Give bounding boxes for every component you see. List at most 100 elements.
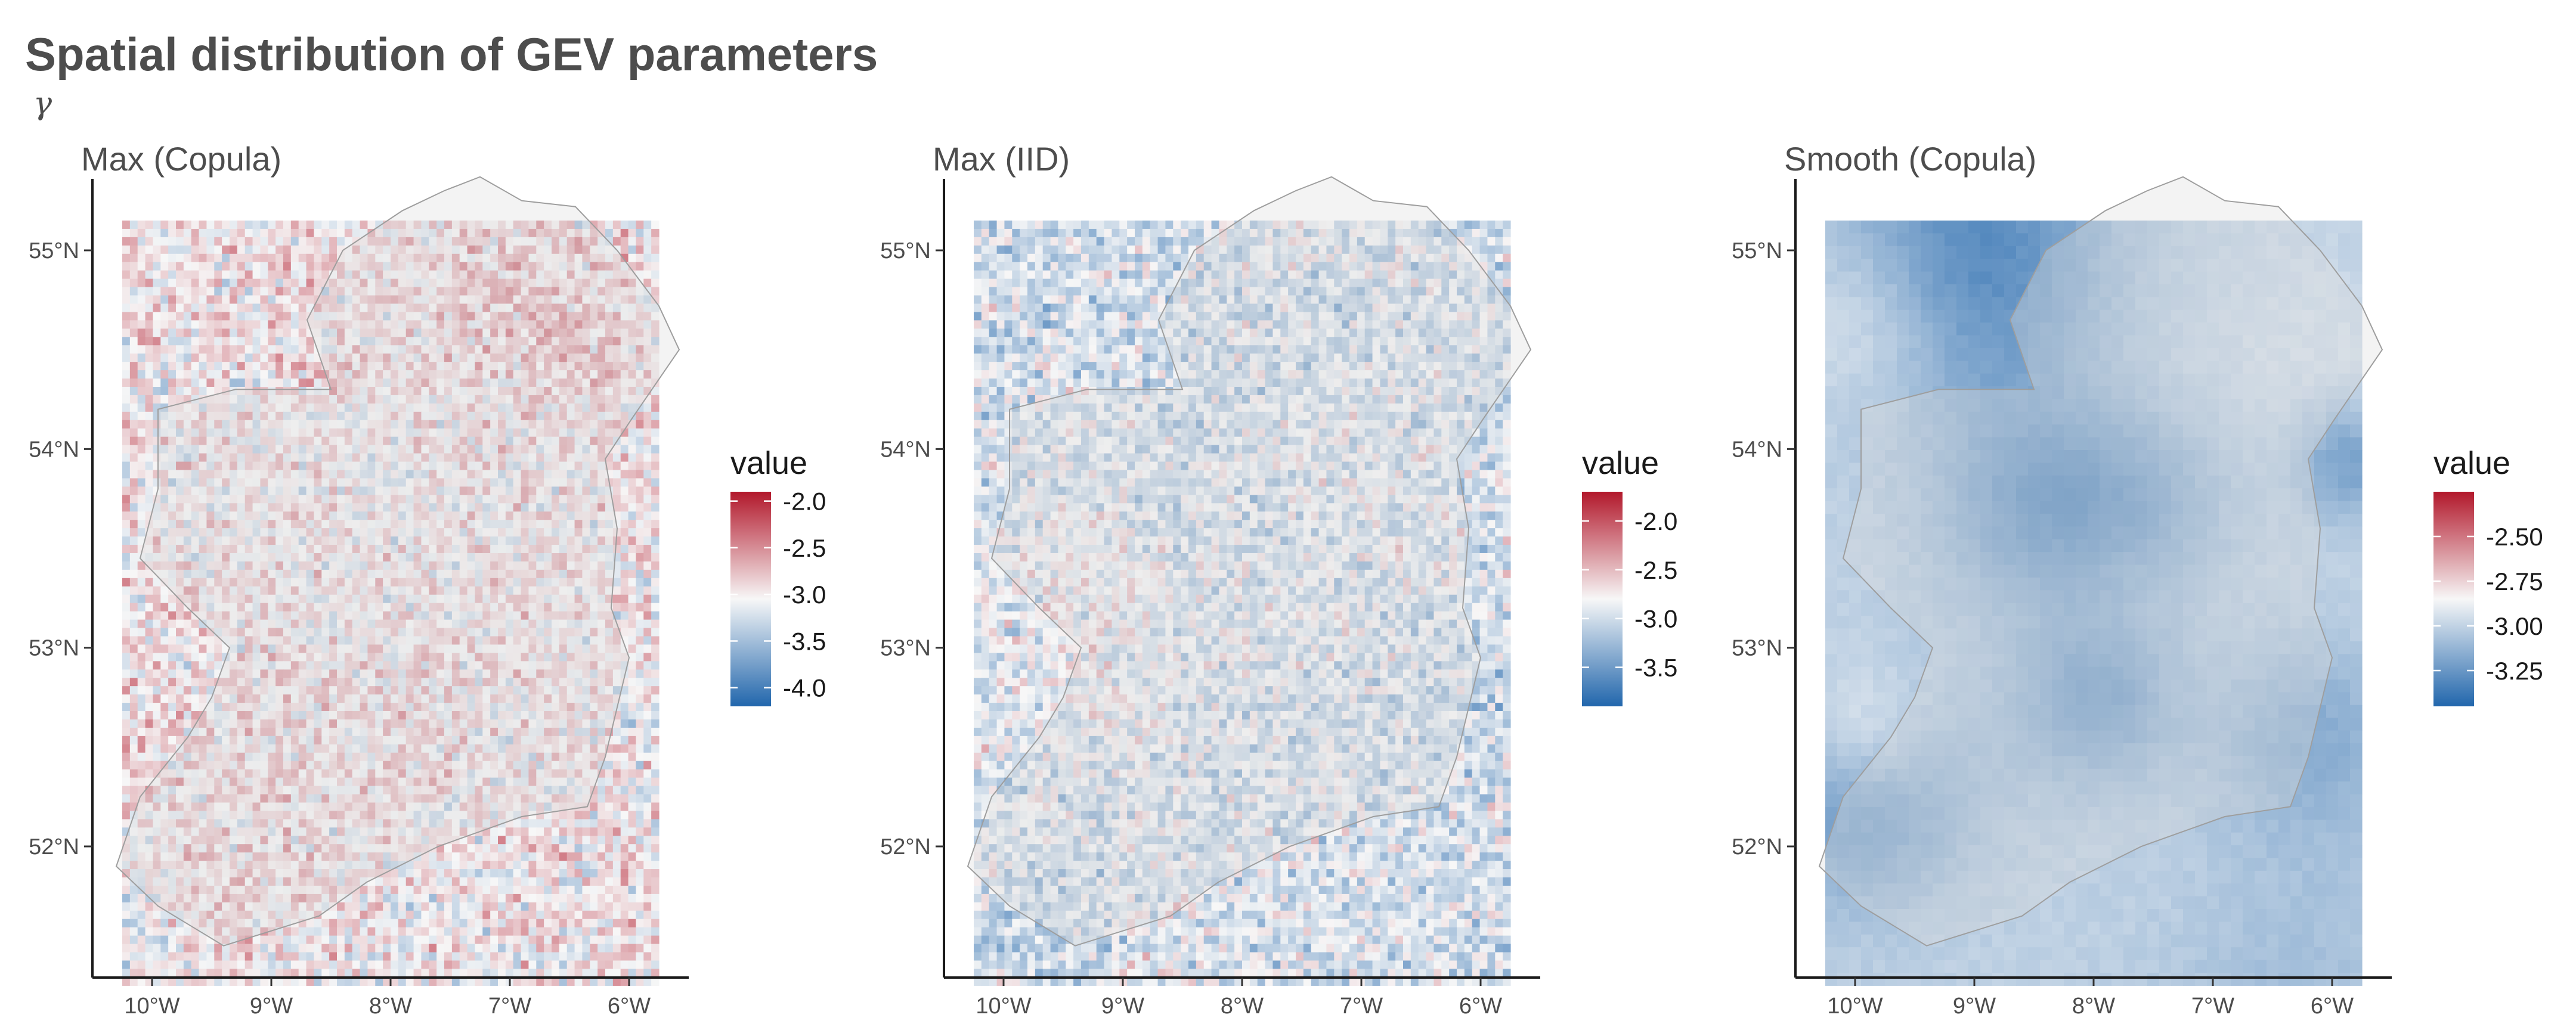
- heatmap-cell: [145, 478, 154, 487]
- heatmap-cell: [398, 278, 407, 288]
- heatmap-cell: [122, 420, 131, 429]
- heatmap-cell: [421, 312, 429, 321]
- heatmap-cell: [436, 295, 445, 305]
- heatmap-cell: [421, 345, 429, 354]
- heatmap-cell: [252, 228, 261, 238]
- heatmap-cell: [375, 345, 383, 354]
- heatmap-cell: [398, 221, 407, 229]
- heatmap-cell: [651, 420, 660, 429]
- heatmap-cell: [552, 345, 560, 354]
- heatmap-cell: [337, 328, 345, 337]
- heatmap-cell: [137, 644, 146, 653]
- heatmap-cell: [206, 253, 215, 263]
- heatmap-cell: [360, 337, 369, 346]
- heatmap-cell: [306, 353, 315, 362]
- heatmap-cell: [391, 295, 399, 305]
- heatmap-cell: [122, 536, 131, 545]
- heatmap-cell: [643, 303, 652, 313]
- heatmap-cell: [521, 270, 530, 280]
- heatmap-cell: [153, 761, 161, 770]
- heatmap-cell: [620, 561, 629, 570]
- heatmap-cell: [122, 661, 131, 670]
- heatmap-cell: [429, 345, 437, 354]
- heatmap-cell: [383, 278, 391, 288]
- heatmap-cell: [643, 661, 652, 670]
- heatmap-cell: [298, 228, 307, 238]
- heatmap-cell: [643, 578, 652, 587]
- heatmap-cell: [467, 262, 476, 271]
- heatmap-cell: [352, 262, 361, 271]
- heatmap-cell: [153, 669, 161, 678]
- heatmap-cell: [582, 245, 590, 255]
- heatmap-cell: [628, 661, 637, 670]
- heatmap-cell: [597, 337, 606, 346]
- heatmap-cell: [153, 312, 161, 321]
- heatmap-cell: [597, 270, 606, 280]
- heatmap-cell: [183, 278, 192, 288]
- heatmap-cell: [199, 661, 208, 670]
- heatmap-cell: [283, 345, 292, 354]
- heatmap-cell: [482, 237, 491, 246]
- heatmap-cell: [199, 245, 208, 255]
- heatmap-cell: [544, 303, 552, 313]
- heatmap-cell: [643, 569, 652, 579]
- heatmap-cell: [375, 228, 383, 238]
- heatmap-cell: [620, 337, 629, 346]
- heatmap-cell: [383, 337, 391, 346]
- heatmap-cell: [183, 370, 192, 379]
- heatmap-cell: [475, 337, 483, 346]
- heatmap-cell: [137, 636, 146, 646]
- heatmap-cell: [129, 287, 138, 296]
- heatmap-cell: [268, 287, 276, 296]
- heatmap-cell: [421, 221, 429, 229]
- heatmap-cell: [298, 353, 307, 362]
- heatmap-cell: [237, 320, 246, 329]
- heatmap-cell: [544, 221, 552, 229]
- heatmap-cell: [244, 287, 253, 296]
- heatmap-cell: [122, 478, 131, 487]
- heatmap-cell: [137, 453, 146, 463]
- heatmap-cell: [605, 221, 614, 229]
- heatmap-cell: [283, 370, 292, 379]
- heatmap-cell: [636, 445, 644, 454]
- heatmap-cell: [451, 228, 460, 238]
- heatmap-cell: [168, 669, 177, 678]
- heatmap-cell: [628, 328, 637, 337]
- heatmap-cell: [244, 303, 253, 313]
- heatmap-cell: [237, 337, 246, 346]
- heatmap-cell: [405, 353, 414, 362]
- heatmap-cell: [122, 345, 131, 354]
- heatmap-cell: [252, 245, 261, 255]
- heatmap-cell: [636, 520, 644, 529]
- heatmap-cell: [122, 411, 131, 421]
- heatmap-cell: [451, 295, 460, 305]
- heatmap-cell: [620, 245, 629, 255]
- heatmap-cell: [122, 353, 131, 362]
- heatmap-cell: [153, 603, 161, 612]
- heatmap-cell: [298, 253, 307, 263]
- heatmap-cell: [391, 287, 399, 296]
- heatmap-cell: [244, 312, 253, 321]
- heatmap-cell: [383, 295, 391, 305]
- heatmap-cell: [137, 320, 146, 329]
- heatmap-cell: [129, 237, 138, 246]
- heatmap-cell: [513, 337, 522, 346]
- heatmap-cell: [122, 337, 131, 346]
- heatmap-cell: [252, 303, 261, 313]
- heatmap-cell: [230, 221, 238, 229]
- heatmap-cell: [183, 221, 192, 229]
- heatmap-cell: [122, 811, 131, 820]
- heatmap-cell: [344, 295, 353, 305]
- heatmap-cell: [398, 337, 407, 346]
- heatmap-cell: [405, 237, 414, 246]
- heatmap-cell: [367, 278, 376, 288]
- heatmap-cell: [230, 287, 238, 296]
- heatmap-cell: [413, 345, 422, 354]
- heatmap-cell: [429, 237, 437, 246]
- heatmap-cell: [199, 337, 208, 346]
- heatmap-cell: [122, 362, 131, 371]
- heatmap-cell: [544, 278, 552, 288]
- heatmap-cell: [290, 345, 299, 354]
- heatmap-cell: [421, 353, 429, 362]
- heatmap-cell: [620, 520, 629, 529]
